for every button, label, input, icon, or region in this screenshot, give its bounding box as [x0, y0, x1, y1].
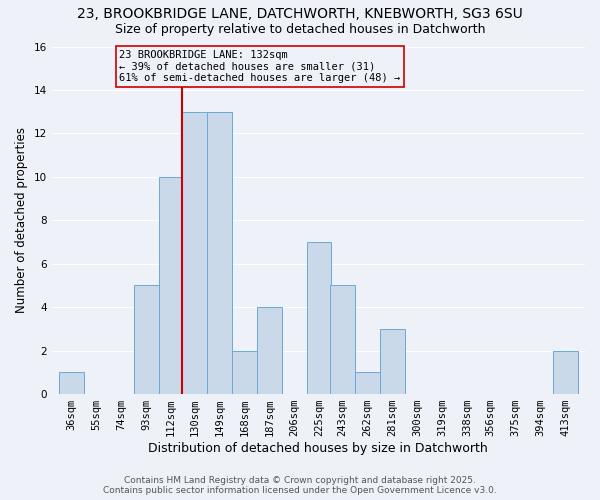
- Bar: [158, 177, 184, 394]
- Bar: [59, 372, 84, 394]
- Bar: [307, 242, 331, 394]
- Bar: [207, 112, 232, 394]
- Text: Contains HM Land Registry data © Crown copyright and database right 2025.
Contai: Contains HM Land Registry data © Crown c…: [103, 476, 497, 495]
- Bar: [232, 350, 257, 394]
- Bar: [355, 372, 380, 394]
- Bar: [134, 286, 158, 394]
- Text: 23, BROOKBRIDGE LANE, DATCHWORTH, KNEBWORTH, SG3 6SU: 23, BROOKBRIDGE LANE, DATCHWORTH, KNEBWO…: [77, 8, 523, 22]
- Text: Size of property relative to detached houses in Datchworth: Size of property relative to detached ho…: [115, 22, 485, 36]
- Bar: [330, 286, 355, 394]
- Bar: [380, 329, 405, 394]
- Y-axis label: Number of detached properties: Number of detached properties: [15, 128, 28, 314]
- X-axis label: Distribution of detached houses by size in Datchworth: Distribution of detached houses by size …: [148, 442, 488, 455]
- Bar: [257, 307, 281, 394]
- Bar: [182, 112, 207, 394]
- Text: 23 BROOKBRIDGE LANE: 132sqm
← 39% of detached houses are smaller (31)
61% of sem: 23 BROOKBRIDGE LANE: 132sqm ← 39% of det…: [119, 50, 401, 83]
- Bar: [553, 350, 578, 394]
